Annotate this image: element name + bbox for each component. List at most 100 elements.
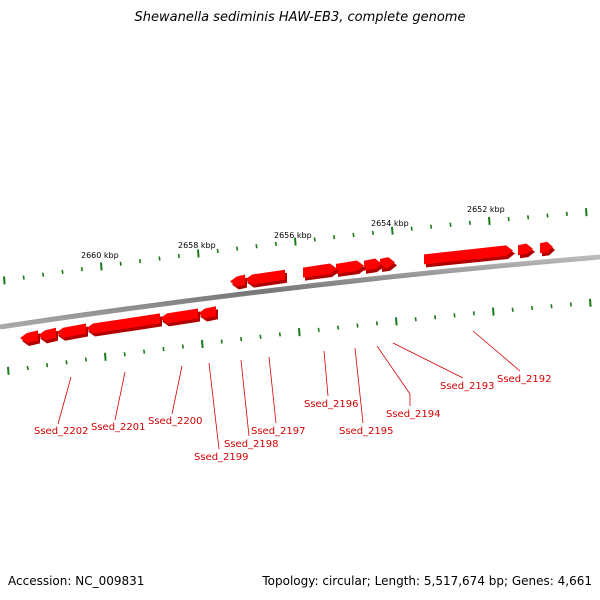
minor-tick <box>177 253 180 259</box>
minor-tick <box>216 248 219 254</box>
major-tick <box>298 328 301 337</box>
gene-label-ssed-2195[interactable]: Ssed_2195 <box>339 426 394 437</box>
minor-tick <box>356 323 359 328</box>
minor-tick <box>313 237 316 242</box>
gene-track <box>20 241 555 347</box>
genome-backbone <box>0 254 600 330</box>
gene-arrow[interactable] <box>424 245 513 265</box>
major-tick <box>492 307 495 316</box>
minor-tick <box>46 362 49 368</box>
gene-leader-line <box>472 330 521 372</box>
major-tick <box>488 216 491 226</box>
minor-tick <box>119 261 122 266</box>
minor-tick <box>220 339 223 344</box>
major-tick <box>294 237 297 246</box>
minor-tick <box>22 275 25 280</box>
gene-arrow[interactable] <box>20 330 38 344</box>
minor-tick <box>371 230 374 235</box>
minor-tick <box>42 272 45 277</box>
gene-label-ssed-2200[interactable]: Ssed_2200 <box>148 416 203 427</box>
gene-arrow[interactable] <box>364 258 382 271</box>
gene-leader-line <box>240 359 250 437</box>
major-tick <box>395 317 398 326</box>
gene-leader-line <box>208 362 220 450</box>
minor-tick <box>26 365 29 371</box>
minor-tick <box>507 216 510 222</box>
kbp-label: 2652 kbp <box>467 205 505 214</box>
minor-tick <box>317 327 320 332</box>
gene-arrow[interactable] <box>56 323 86 338</box>
minor-tick <box>255 244 258 249</box>
accession-text: Accession: NC_009831 <box>8 574 145 588</box>
minor-tick <box>158 256 161 261</box>
gene-label-ssed-2199[interactable]: Ssed_2199 <box>194 452 249 463</box>
minor-tick <box>531 305 534 311</box>
minor-tick <box>511 307 514 312</box>
gene-label-ssed-2198[interactable]: Ssed_2198 <box>224 439 279 450</box>
major-tick <box>197 249 200 258</box>
major-tick <box>100 262 103 271</box>
gene-arrow[interactable] <box>245 269 285 285</box>
minor-tick <box>434 315 437 320</box>
minor-tick <box>565 211 568 216</box>
minor-tick <box>546 213 549 218</box>
minor-tick <box>410 226 413 231</box>
gene-labels: Ssed_2192 Ssed_2193 Ssed_2194 Ssed_2195 … <box>34 330 552 463</box>
gene-arrow[interactable] <box>303 263 337 278</box>
gene-leader-line <box>376 345 411 395</box>
gene-arrow[interactable] <box>230 274 245 287</box>
minor-tick <box>453 313 456 318</box>
minor-tick <box>414 317 417 322</box>
page-title: Shewanella sediminis HAW-EB3, complete g… <box>134 10 466 25</box>
gene-label-ssed-2194[interactable]: Ssed_2194 <box>386 409 441 420</box>
major-tick <box>391 226 394 235</box>
gene-arrow[interactable] <box>540 241 553 254</box>
minor-tick <box>65 360 68 365</box>
minor-tick <box>278 332 281 337</box>
kbp-label: 2654 kbp <box>371 219 409 228</box>
gene-leader-line <box>392 342 464 379</box>
gene-leader-line <box>323 350 329 397</box>
minor-tick <box>550 304 553 309</box>
minor-tick <box>80 267 83 272</box>
gene-label-ssed-2202[interactable]: Ssed_2202 <box>34 426 89 437</box>
minor-tick <box>181 344 184 349</box>
gene-leader-line <box>114 371 126 421</box>
gene-arrow[interactable] <box>160 308 198 324</box>
major-tick <box>201 339 204 349</box>
minor-tick <box>337 325 340 330</box>
gene-label-ssed-2193[interactable]: Ssed_2193 <box>440 381 495 392</box>
minor-tick <box>430 224 433 229</box>
gene-arrow[interactable] <box>198 306 216 319</box>
gene-arrow[interactable] <box>380 257 395 270</box>
kbp-label: 2656 kbp <box>274 231 312 240</box>
gene-leader-line <box>171 365 183 415</box>
gene-label-ssed-2197[interactable]: Ssed_2197 <box>251 426 306 437</box>
tick-row-outer <box>3 208 588 285</box>
kbp-label: 2660 kbp <box>81 251 119 260</box>
gene-arrow[interactable] <box>518 243 533 256</box>
gene-leader-line <box>57 376 72 425</box>
gene-label-ssed-2192[interactable]: Ssed_2192 <box>497 374 552 385</box>
major-tick <box>585 208 588 217</box>
minor-tick <box>162 346 165 352</box>
gene-label-ssed-2201[interactable]: Ssed_2201 <box>91 422 146 433</box>
gene-arrow[interactable] <box>86 313 160 334</box>
minor-tick <box>333 235 336 240</box>
gene-leader-line <box>268 356 277 424</box>
gene-arrow[interactable] <box>38 327 56 341</box>
gene-label-ssed-2196[interactable]: Ssed_2196 <box>304 399 359 410</box>
gene-leader-line <box>354 347 364 424</box>
kbp-labels: 2652 kbp 2654 kbp 2656 kbp 2658 kbp 2660… <box>81 205 505 260</box>
minor-tick <box>143 349 146 354</box>
major-tick <box>104 352 107 361</box>
minor-tick <box>84 357 87 362</box>
minor-tick <box>468 220 471 225</box>
major-tick <box>7 366 10 375</box>
gene-arrow[interactable] <box>336 260 364 274</box>
minor-tick <box>527 215 530 220</box>
kbp-label: 2658 kbp <box>178 241 216 250</box>
minor-tick <box>449 222 452 227</box>
minor-tick <box>139 258 142 264</box>
